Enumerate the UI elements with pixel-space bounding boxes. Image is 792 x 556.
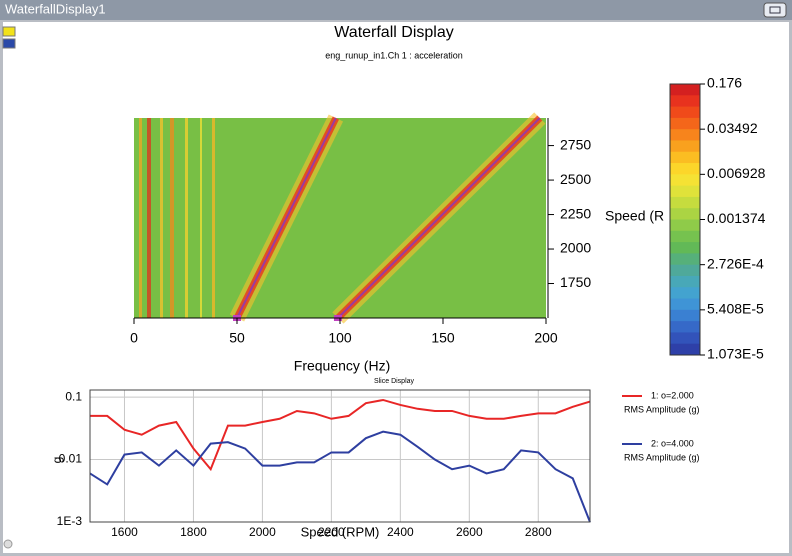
colorbar-band (670, 151, 700, 164)
colorbar-label: 0.03492 (707, 120, 758, 136)
colorbar-band (670, 298, 700, 311)
colorbar-band (670, 343, 700, 356)
colorbar-band (670, 264, 700, 277)
restore-button[interactable] (763, 2, 787, 18)
x-tick-label: 2000 (249, 525, 276, 539)
x-tick-label: 100 (328, 330, 352, 346)
slice-chart: Slice Display 1600 1800 2000 2200 2400 2600 280… (50, 378, 699, 540)
colorbar-band (670, 321, 700, 333)
colorbar-band (670, 117, 700, 130)
colorbar-band (670, 242, 700, 254)
colorbar-band (670, 140, 700, 153)
x-tick-label: 2600 (456, 525, 483, 539)
colorbar-label: 2.726E-4 (707, 255, 764, 271)
x-tick-label: 200 (534, 330, 558, 346)
order-track (236, 117, 337, 319)
y-tick-label: 2250 (560, 205, 591, 221)
colorbar-label: 1.073E-5 (707, 346, 764, 362)
colorbar-band (670, 275, 700, 288)
colorbar-band (670, 230, 700, 243)
x-tick-label: 0 (130, 330, 138, 346)
order-track (337, 117, 541, 319)
title-bar (0, 0, 792, 20)
x-tick-label: 1600 (111, 525, 138, 539)
chart-title: Slice Display (374, 378, 415, 385)
colorbar-band (670, 287, 700, 300)
colorbar-label: 0.001374 (707, 210, 766, 226)
y-tick-label: 1750 (560, 274, 591, 290)
y-tick-label: 2000 (560, 240, 591, 256)
colorbar-label: 0.176 (707, 75, 742, 91)
series-line (90, 398, 591, 472)
x-tick-label: 2400 (387, 525, 414, 539)
chart-subtitle: eng_runup_in1.Ch 1 : acceleration (325, 50, 463, 60)
colorbar-label: 5.408E-5 (707, 301, 764, 317)
y-tick-label: 1E-3 (57, 514, 83, 528)
colorbar-band (670, 106, 700, 119)
y-tick-label: 0.01 (59, 452, 83, 466)
y-tick-label: 0.1 (65, 389, 82, 403)
resize-grip[interactable] (3, 539, 13, 549)
colorbar-band (670, 163, 700, 175)
x-tick-label: 1800 (180, 525, 207, 539)
x-tick-label: 2200 (318, 525, 345, 539)
waterfall-chart: Waterfall Display eng_runup_in1.Ch 1 : ac… (130, 24, 766, 373)
colorbar-band (670, 84, 700, 96)
x-axis-label: Speed (RPM) (301, 524, 380, 539)
y-tick-label: 2500 (560, 171, 591, 187)
legend-unit: RMS Amplitude (g) (624, 452, 700, 462)
colorbar-band (670, 253, 700, 266)
plot-background (134, 118, 546, 318)
x-tick-label: 50 (229, 330, 245, 346)
y-axis-label: Speed (R (605, 208, 664, 224)
colorbar-band (670, 219, 700, 232)
legend-label: 1: o=2.000 (651, 390, 694, 400)
colorbar-band (670, 309, 700, 322)
legend-unit: RMS Amplitude (g) (624, 404, 700, 414)
colorbar-band (670, 196, 700, 209)
colorbar-band (670, 174, 700, 187)
colorbar-band (670, 332, 700, 345)
colorbar-label: 0.006928 (707, 165, 766, 181)
palette-icon[interactable] (2, 38, 16, 49)
series-line (89, 430, 591, 523)
colorbar-band (670, 129, 700, 141)
x-tick-label: 2800 (525, 525, 552, 539)
plot-border (89, 389, 591, 523)
spectrum-stripes (139, 118, 215, 318)
colorbar-band (670, 208, 700, 220)
chart-title: Waterfall Display (334, 24, 453, 41)
x-axis-label: Frequency (Hz) (294, 358, 390, 374)
window-title: WaterfallDisplay1 (5, 1, 106, 16)
palette-icon[interactable] (2, 26, 16, 37)
restore-icon (769, 6, 781, 14)
x-tick-label: 150 (431, 330, 455, 346)
colorbar-band (670, 95, 700, 108)
y-axis-label: g (50, 457, 64, 464)
colorbar-band (670, 185, 700, 198)
legend-label: 2: o=4.000 (651, 438, 694, 448)
y-tick-label: 2750 (560, 136, 591, 152)
